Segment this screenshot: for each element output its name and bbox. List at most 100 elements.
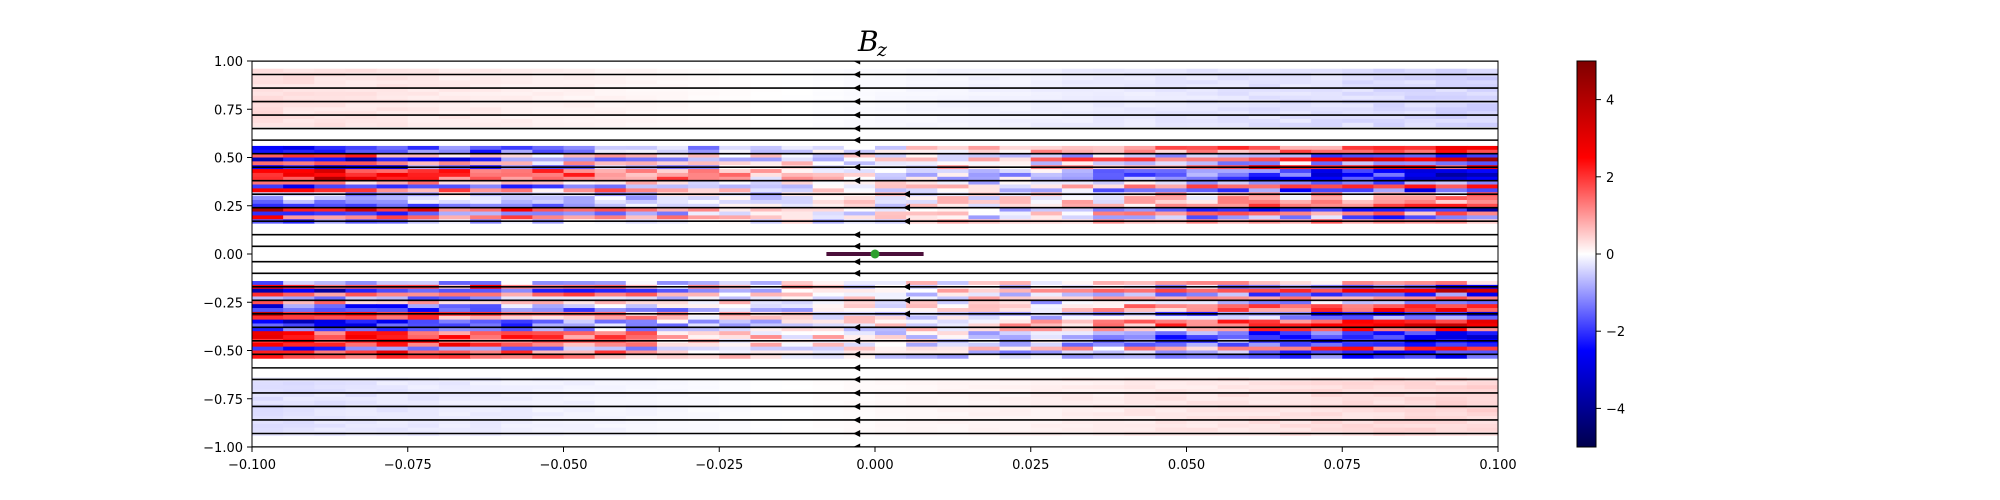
heatmap-cell xyxy=(283,196,315,201)
heatmap-cell xyxy=(376,346,409,351)
heatmap-cell xyxy=(999,215,1032,220)
heatmap-cell xyxy=(625,292,658,297)
heatmap-cell xyxy=(968,199,1001,205)
heatmap-cell xyxy=(1279,331,1312,336)
heatmap-cell xyxy=(501,196,533,201)
heatmap-cell xyxy=(1093,408,1125,413)
heatmap-cell xyxy=(314,180,346,186)
heatmap-cell xyxy=(1248,327,1281,332)
heatmap-cell xyxy=(1061,423,1094,429)
heatmap-cell xyxy=(906,304,938,309)
heatmap-cell xyxy=(750,416,783,421)
heatmap-cell xyxy=(376,416,409,421)
heatmap-cell xyxy=(1435,169,1468,174)
heatmap-cell xyxy=(1124,122,1156,128)
heatmap-cell xyxy=(1342,315,1374,321)
heatmap-cell xyxy=(750,188,783,193)
heatmap-cell xyxy=(1279,115,1312,120)
heatmap-cell xyxy=(1435,392,1468,398)
heatmap-cell xyxy=(1093,389,1125,394)
heatmap-cell xyxy=(1279,354,1312,359)
heatmap-cell xyxy=(1217,381,1250,386)
heatmap-cell xyxy=(906,350,938,355)
heatmap-cell xyxy=(1373,145,1406,151)
heatmap-cell xyxy=(376,331,409,336)
heatmap-cell xyxy=(314,389,346,394)
heatmap-cell xyxy=(470,111,502,116)
heatmap-cell xyxy=(1279,215,1312,220)
heatmap-cell xyxy=(1404,381,1437,386)
heatmap-cell xyxy=(937,153,969,158)
heatmap-cell xyxy=(1435,80,1468,85)
heatmap-cell xyxy=(563,122,596,128)
heatmap-cell xyxy=(812,172,845,178)
heatmap-cell xyxy=(470,169,502,174)
heatmap-cell xyxy=(968,184,1001,189)
heatmap-cell xyxy=(501,308,533,313)
heatmap-cell xyxy=(1435,304,1468,309)
heatmap-cell xyxy=(1248,196,1281,201)
heatmap-cell xyxy=(1248,288,1281,294)
heatmap-cell xyxy=(843,157,876,162)
heatmap-cell xyxy=(563,199,596,205)
heatmap-cell xyxy=(1217,199,1250,205)
heatmap-cell xyxy=(1466,412,1498,417)
heatmap-cell xyxy=(750,172,783,178)
heatmap-cell xyxy=(1124,196,1156,201)
heatmap-cell xyxy=(688,292,720,297)
heatmap-cell xyxy=(376,396,409,402)
heatmap-cell xyxy=(1155,180,1187,186)
heatmap-cell xyxy=(1279,172,1312,178)
heatmap-cell xyxy=(719,300,751,305)
heatmap-cell xyxy=(812,354,845,359)
heatmap-cell xyxy=(968,331,1001,336)
heatmap-cell xyxy=(812,392,845,398)
heatmap-cell xyxy=(688,211,720,216)
heatmap-cell xyxy=(1466,396,1498,402)
heatmap-cell xyxy=(470,80,502,85)
heatmap-cell xyxy=(719,207,751,213)
heatmap-cell xyxy=(376,153,409,158)
heatmap-cell xyxy=(688,91,720,97)
heatmap-cell xyxy=(532,196,564,201)
heatmap-cell xyxy=(1217,149,1250,155)
heatmap-cell xyxy=(1186,412,1219,417)
heatmap-cell xyxy=(937,95,969,101)
heatmap-cell xyxy=(999,180,1032,186)
heatmap-cell xyxy=(1186,396,1219,402)
heatmap-cell xyxy=(1061,176,1094,182)
x-tick-label: 0.050 xyxy=(1168,458,1205,473)
heatmap-cell xyxy=(438,300,471,305)
heatmap-cell xyxy=(719,327,751,332)
heatmap-cell xyxy=(750,385,783,390)
heatmap-cell xyxy=(750,157,783,162)
heatmap-cell xyxy=(1093,392,1125,398)
heatmap-cell xyxy=(1217,412,1250,417)
heatmap-cell xyxy=(656,157,689,162)
heatmap-cell xyxy=(843,423,876,429)
heatmap-cell xyxy=(1373,107,1406,112)
heatmap-cell xyxy=(532,346,564,351)
heatmap-cell xyxy=(937,300,969,305)
heatmap-cell xyxy=(1373,122,1406,128)
heatmap-cell xyxy=(1124,107,1156,112)
heatmap-cell xyxy=(750,103,783,108)
heatmap-cell xyxy=(594,350,627,355)
heatmap-cell xyxy=(1435,400,1468,406)
chart-title-subscript: z xyxy=(876,39,888,61)
heatmap-cell xyxy=(438,350,471,355)
heatmap-cell xyxy=(1093,199,1125,205)
heatmap-cell xyxy=(875,153,907,158)
heatmap-cell xyxy=(1404,423,1437,429)
heatmap-cell xyxy=(1311,199,1343,205)
heatmap-cell xyxy=(875,76,907,81)
heatmap-cell xyxy=(407,412,440,417)
heatmap-cell xyxy=(438,68,471,74)
heatmap-cell xyxy=(656,80,689,85)
heatmap-cell xyxy=(750,396,783,402)
heatmap-cell xyxy=(1061,381,1094,386)
heatmap-cell xyxy=(438,419,471,425)
heatmap-cell xyxy=(1373,392,1406,398)
heatmap-cell xyxy=(283,319,315,324)
heatmap-cell xyxy=(1186,331,1219,336)
